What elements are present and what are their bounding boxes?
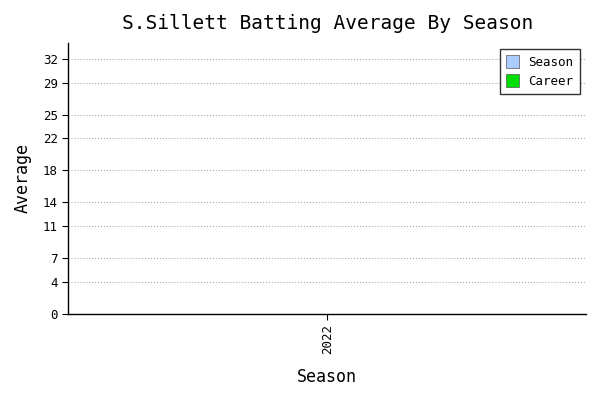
Y-axis label: Average: Average [14,143,32,213]
X-axis label: Season: Season [297,368,357,386]
Title: S.Sillett Batting Average By Season: S.Sillett Batting Average By Season [122,14,533,33]
Legend: Season, Career: Season, Career [500,49,580,94]
